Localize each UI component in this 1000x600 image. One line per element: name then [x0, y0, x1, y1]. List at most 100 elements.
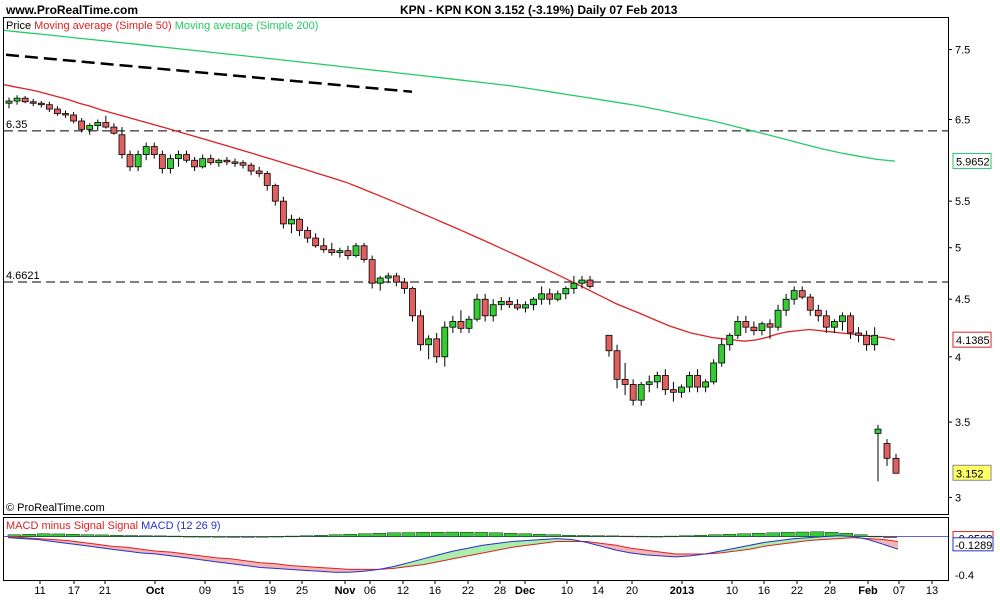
candle[interactable] — [686, 371, 693, 393]
candle[interactable] — [409, 286, 416, 322]
candle[interactable] — [37, 101, 45, 108]
macd-histogram-bar[interactable] — [868, 535, 883, 538]
macd-histogram-bar[interactable] — [314, 534, 328, 537]
ma50-line[interactable] — [3, 84, 896, 342]
macd-histogram-bar[interactable] — [124, 535, 139, 537]
candle[interactable] — [605, 334, 613, 357]
site-name[interactable]: www.ProRealTime.com — [6, 3, 139, 17]
candle[interactable] — [514, 299, 521, 311]
candle[interactable] — [661, 369, 669, 395]
candle[interactable] — [538, 286, 546, 305]
candle[interactable] — [814, 304, 822, 322]
macd-histogram-bar[interactable] — [153, 535, 168, 537]
macd-histogram-bar[interactable] — [591, 535, 605, 537]
candle[interactable] — [223, 156, 231, 166]
candle[interactable] — [29, 98, 37, 107]
candle[interactable] — [473, 293, 481, 322]
candle[interactable] — [312, 233, 320, 248]
macd-histogram-bar[interactable] — [883, 536, 897, 538]
candle[interactable] — [433, 332, 441, 363]
macd-histogram-bar[interactable] — [678, 535, 693, 537]
candle[interactable] — [360, 242, 368, 263]
candle[interactable] — [546, 288, 554, 305]
candle[interactable] — [522, 301, 529, 313]
candle[interactable] — [263, 170, 271, 191]
candle[interactable] — [328, 242, 336, 256]
candle[interactable] — [645, 375, 653, 393]
macd-histogram-bar[interactable] — [620, 535, 635, 538]
candle[interactable] — [288, 214, 295, 234]
trend-line[interactable] — [5, 53, 413, 93]
candle[interactable] — [320, 238, 328, 253]
macd-histogram-bar[interactable] — [810, 531, 824, 537]
candle[interactable] — [670, 381, 677, 402]
candle[interactable] — [247, 162, 255, 176]
candle[interactable] — [215, 158, 223, 167]
candle[interactable] — [304, 226, 311, 243]
candle[interactable] — [871, 327, 879, 351]
candle[interactable] — [831, 319, 838, 333]
macd-histogram-bar[interactable] — [401, 532, 416, 537]
candle[interactable] — [231, 158, 239, 167]
macd-histogram-bar[interactable] — [36, 533, 51, 537]
candle[interactable] — [586, 275, 594, 289]
candle[interactable] — [718, 338, 726, 367]
candle[interactable] — [839, 312, 846, 331]
candle[interactable] — [806, 293, 814, 316]
candle[interactable] — [750, 321, 758, 336]
macd-histogram-bar[interactable] — [416, 532, 430, 537]
candle[interactable] — [239, 160, 247, 169]
candle[interactable] — [734, 315, 742, 339]
macd-histogram-bar[interactable] — [255, 536, 270, 538]
candle[interactable] — [376, 275, 384, 291]
macd-histogram-bar[interactable] — [562, 534, 576, 537]
candle[interactable] — [70, 112, 77, 124]
macd-histogram-bar[interactable] — [649, 536, 664, 538]
macd-histogram-bar[interactable] — [168, 535, 182, 538]
macd-histogram-bar[interactable] — [328, 534, 343, 537]
candle[interactable] — [457, 310, 465, 333]
macd-histogram-bar[interactable] — [693, 534, 708, 537]
macd-histogram-bar[interactable] — [182, 536, 197, 538]
macd-histogram-bar[interactable] — [109, 534, 124, 537]
candle[interactable] — [45, 101, 53, 113]
macd-histogram-bar[interactable] — [605, 535, 620, 537]
candle[interactable] — [5, 97, 13, 109]
candle[interactable] — [134, 150, 142, 171]
candle[interactable] — [110, 123, 118, 135]
macd-histogram-bar[interactable] — [766, 532, 780, 537]
candle[interactable] — [449, 315, 457, 333]
candle[interactable] — [296, 217, 303, 237]
candle[interactable] — [710, 359, 718, 385]
candle[interactable] — [271, 183, 279, 206]
candle[interactable] — [13, 95, 21, 105]
candle[interactable] — [207, 154, 215, 166]
candle[interactable] — [613, 344, 621, 389]
macd-histogram-bar[interactable] — [489, 532, 503, 537]
candle[interactable] — [497, 297, 505, 311]
candle[interactable] — [883, 439, 891, 466]
macd-histogram-bar[interactable] — [503, 533, 518, 537]
macd-histogram-bar[interactable] — [635, 535, 649, 538]
candle[interactable] — [417, 310, 424, 351]
candle[interactable] — [441, 321, 449, 367]
macd-histogram-bar[interactable] — [795, 531, 810, 537]
candle[interactable] — [21, 96, 29, 104]
macd-histogram-bar[interactable] — [357, 533, 372, 537]
candle[interactable] — [863, 330, 870, 351]
candle[interactable] — [352, 242, 360, 258]
candle[interactable] — [336, 247, 344, 258]
candle[interactable] — [578, 275, 586, 289]
candle[interactable] — [874, 424, 882, 482]
candle[interactable] — [554, 290, 562, 302]
candle[interactable] — [855, 327, 862, 343]
candle[interactable] — [118, 127, 126, 159]
macd-histogram-bar[interactable] — [445, 531, 459, 537]
candle[interactable] — [653, 371, 661, 389]
macd-histogram-bar[interactable] — [708, 534, 722, 537]
candle[interactable] — [166, 154, 174, 174]
candle[interactable] — [54, 106, 61, 116]
macd-histogram-bar[interactable] — [737, 533, 751, 537]
candle[interactable] — [742, 315, 750, 333]
